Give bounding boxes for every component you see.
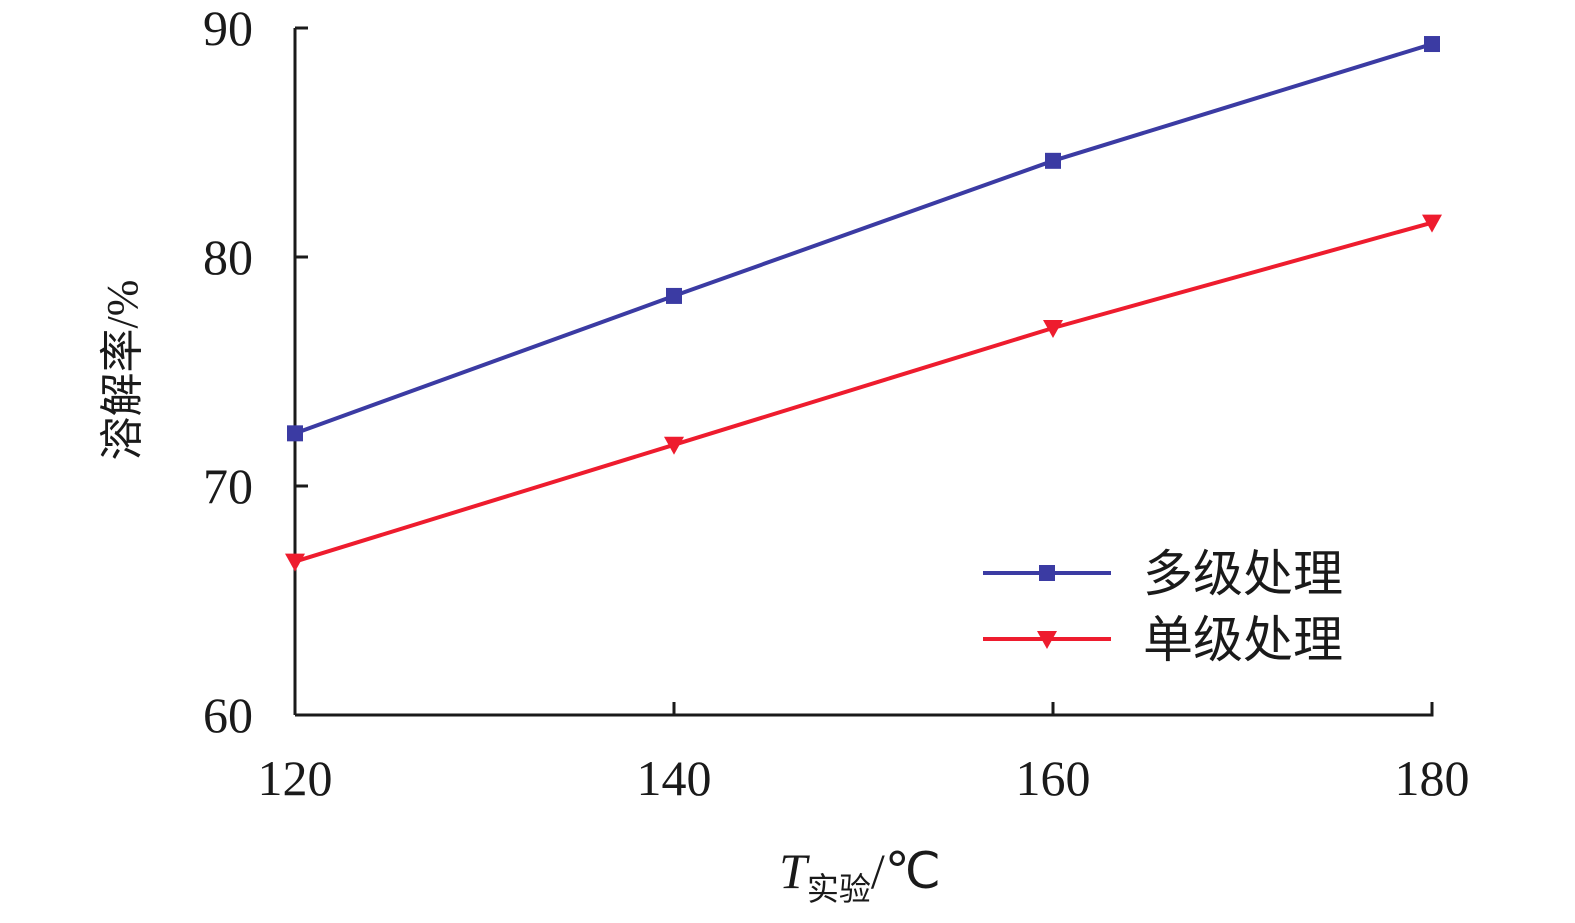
marker (1045, 152, 1061, 169)
x-label-symbol: T (779, 843, 810, 899)
x-tick-label: 160 (1016, 750, 1091, 806)
marker (1424, 36, 1440, 53)
y-tick-label: 90 (203, 0, 253, 56)
y-tick-label: 70 (203, 458, 253, 514)
marker (287, 425, 303, 442)
marker (666, 287, 682, 304)
x-tick-label: 180 (1395, 750, 1470, 806)
x-label-unit: /℃ (871, 843, 941, 899)
marker (1039, 565, 1055, 581)
y-tick-label: 60 (203, 687, 253, 743)
x-tick-label: 120 (258, 750, 333, 806)
x-tick-label: 140 (637, 750, 712, 806)
y-axis-label: 溶解率/% (98, 280, 147, 461)
x-axis-label: T实验/℃ (779, 843, 941, 907)
x-label-subscript: 实验 (807, 871, 871, 907)
series-line (294, 220, 1433, 564)
y-tick-label: 80 (203, 229, 253, 285)
marker (285, 553, 305, 572)
legend-label: 单级处理 (1143, 612, 1343, 668)
marker (1422, 214, 1442, 233)
legend-label: 多级处理 (1143, 546, 1343, 602)
marker (1043, 319, 1063, 338)
marker (1037, 631, 1057, 649)
marker (664, 436, 684, 455)
series-line (294, 42, 1433, 436)
